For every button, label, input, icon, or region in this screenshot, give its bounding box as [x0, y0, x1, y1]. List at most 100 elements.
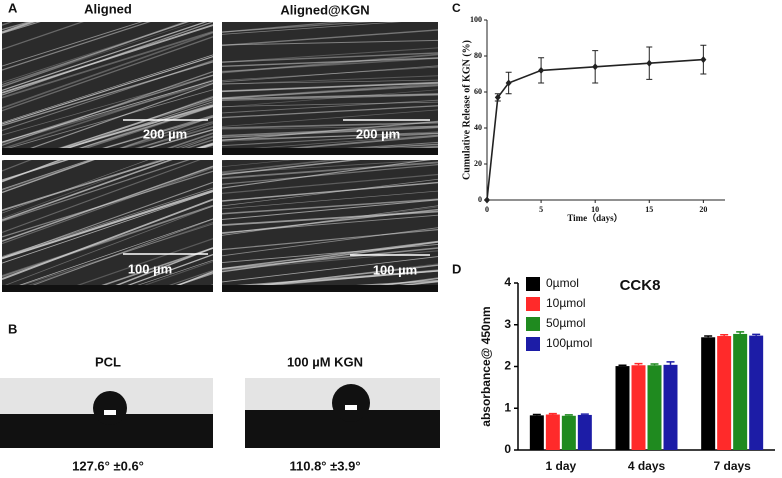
fiber — [222, 125, 438, 130]
fiber — [2, 204, 213, 278]
fiber — [222, 22, 402, 35]
y-tick-label: 0 — [504, 442, 511, 456]
scale-bar-label: 100 µm — [373, 262, 417, 277]
fiber — [222, 164, 438, 185]
fiber — [222, 199, 438, 221]
fiber — [2, 189, 213, 259]
fiber — [2, 70, 213, 146]
fiber — [222, 83, 438, 100]
fiber — [2, 56, 213, 125]
fiber — [35, 104, 213, 155]
bar — [701, 337, 716, 450]
marker — [505, 79, 512, 87]
bar — [631, 365, 646, 450]
fiber — [2, 22, 84, 50]
sem-image — [2, 22, 213, 155]
fiber — [406, 289, 438, 292]
fiber — [116, 122, 213, 155]
legend-swatch — [526, 277, 540, 291]
fibers — [2, 22, 213, 155]
error-bar — [704, 335, 713, 338]
fiber — [2, 160, 91, 190]
fiber — [2, 223, 213, 292]
fiber — [222, 84, 438, 100]
bar — [717, 336, 732, 450]
info-bar — [222, 285, 438, 292]
fiber — [222, 109, 438, 127]
error-bar — [580, 413, 589, 415]
fiber — [222, 57, 438, 68]
fiber — [222, 160, 294, 168]
x-tick-label: 20 — [699, 205, 707, 214]
fiber — [222, 22, 374, 33]
fiber — [222, 132, 438, 141]
fiber — [222, 229, 438, 251]
fiber — [2, 160, 173, 221]
fiber — [146, 132, 213, 155]
fiber — [2, 204, 213, 277]
fiber — [222, 125, 438, 137]
x-tick-label: 15 — [645, 205, 653, 214]
x-tick-label: 1 day — [545, 459, 576, 473]
error-bar — [666, 361, 675, 365]
marker — [484, 196, 490, 204]
fiber — [78, 114, 213, 155]
legend-swatch — [526, 317, 540, 331]
bar — [545, 414, 560, 450]
legend-label: 50µmol — [546, 316, 586, 330]
fiber — [222, 65, 438, 83]
fiber — [222, 240, 438, 270]
legend-label: 0µmol — [546, 276, 579, 290]
fiber — [222, 161, 438, 180]
marker — [494, 93, 501, 101]
fiber — [2, 81, 213, 144]
fiber — [7, 221, 213, 292]
bar — [733, 333, 748, 450]
fiber — [116, 259, 213, 292]
fiber — [2, 24, 213, 94]
fiber — [222, 198, 438, 215]
fiber — [222, 75, 438, 85]
fiber — [192, 285, 213, 292]
fiber — [222, 39, 438, 46]
fiber — [222, 79, 438, 85]
fiber — [122, 128, 213, 155]
fiber — [2, 36, 213, 112]
fiber — [2, 31, 213, 109]
fiber — [2, 160, 149, 214]
fiber — [222, 57, 438, 73]
sample-title: 100 µM KGN — [287, 354, 363, 369]
fiber — [207, 290, 213, 292]
scale-bar-label: 200 µm — [356, 126, 400, 141]
bar — [529, 415, 544, 450]
legend-label: 100µmol — [546, 336, 592, 350]
fiber — [222, 89, 438, 108]
fiber — [222, 244, 438, 264]
scale-bar-label: 200 µm — [143, 126, 187, 141]
info-bar — [222, 148, 438, 155]
sample-title: PCL — [95, 354, 121, 369]
panel-label: B — [8, 321, 17, 336]
fiber — [56, 105, 213, 155]
fiber — [2, 22, 188, 88]
fiber — [222, 313, 438, 333]
fiber — [10, 83, 213, 155]
fiber — [222, 227, 438, 257]
droplet — [332, 384, 370, 422]
y-tick-label: 3 — [504, 317, 511, 331]
y-tick-label: 80 — [474, 51, 482, 60]
error-bar — [752, 333, 761, 336]
y-tick-label: 4 — [504, 275, 511, 289]
marker — [700, 56, 707, 64]
droplet-highlight — [345, 405, 357, 410]
fiber — [222, 160, 432, 189]
scale-bar-label: 100 µm — [128, 261, 172, 276]
y-tick-label: 0 — [478, 195, 482, 204]
fiber — [222, 134, 438, 151]
fiber — [2, 89, 213, 151]
y-tick-label: 1 — [504, 400, 511, 414]
fiber — [2, 54, 213, 124]
fiber — [222, 131, 438, 142]
fiber — [222, 178, 438, 207]
